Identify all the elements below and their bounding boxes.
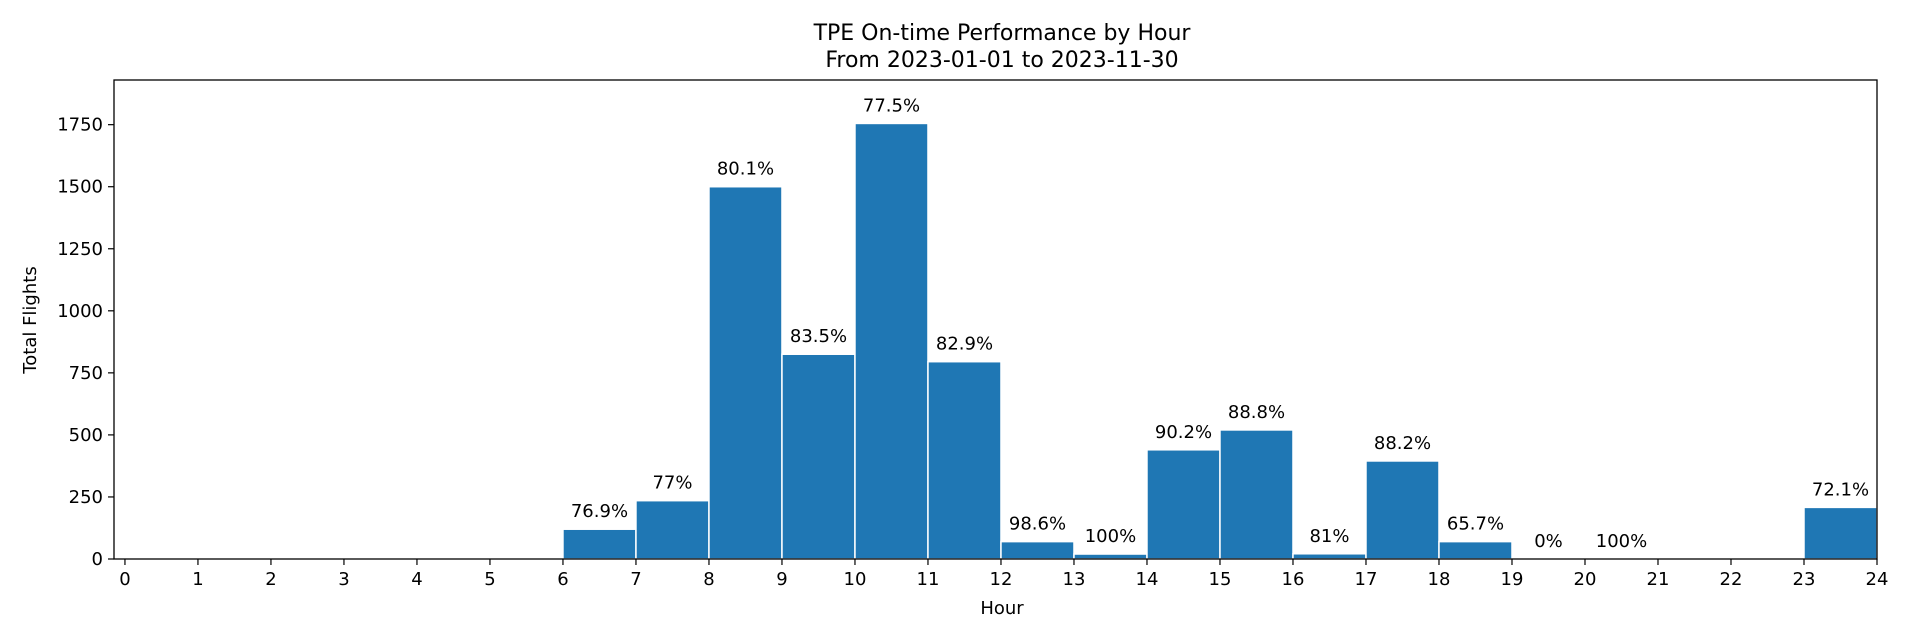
bar-labels-group: 76.9% 77% 80.1% 83.5% 77.5% 82.9% 98.6% 100% 90.… xyxy=(571,95,1869,552)
y-axis-label: Total Flights xyxy=(20,266,41,374)
x-tick-label-4: 4 xyxy=(411,569,422,590)
bar-label-hour-10: 77.5% xyxy=(863,95,920,116)
x-tick-label-19: 19 xyxy=(1501,569,1524,590)
bar-label-hour-19: 0% xyxy=(1534,531,1563,552)
x-tick-label-20: 20 xyxy=(1574,569,1597,590)
bar-hour-14 xyxy=(1146,449,1221,560)
bar-label-hour-11: 82.9% xyxy=(936,334,993,355)
bar-hour-10 xyxy=(854,122,929,560)
x-tick-label-6: 6 xyxy=(557,569,568,590)
bar-hour-9 xyxy=(781,353,856,560)
x-axis-label: Hour xyxy=(980,598,1024,619)
y-tick-label-1000: 1000 xyxy=(57,301,103,322)
bar-hour-7 xyxy=(635,499,710,560)
x-tick-label-11: 11 xyxy=(917,569,940,590)
bar-label-hour-7: 77% xyxy=(652,473,692,494)
plot-frame xyxy=(113,79,1878,560)
bar-label-hour-13: 100% xyxy=(1085,526,1136,547)
bar-hour-16 xyxy=(1292,553,1367,560)
bar-label-hour-16: 81% xyxy=(1309,526,1349,547)
x-tick-label-15: 15 xyxy=(1209,569,1232,590)
x-tick-label-21: 21 xyxy=(1647,569,1670,590)
y-tick-label-1500: 1500 xyxy=(57,177,103,198)
bar-hour-18 xyxy=(1438,540,1513,560)
bar-label-hour-14: 90.2% xyxy=(1155,422,1212,443)
chart-title: TPE On-time Performance by Hour xyxy=(813,21,1192,46)
x-tick-label-2: 2 xyxy=(265,569,276,590)
bar-label-hour-18: 65.7% xyxy=(1447,514,1504,535)
x-tick-label-7: 7 xyxy=(630,569,641,590)
bar-label-hour-15: 88.8% xyxy=(1228,402,1285,423)
bar-label-hour-23: 72.1% xyxy=(1812,479,1869,500)
x-tick-label-9: 9 xyxy=(776,569,787,590)
x-axis: 0 1 2 3 4 5 6 7 8 9 10 11 12 13 14 15 16 17 18 19 20 21 22 23 24 xyxy=(119,559,1888,590)
bar-label-hour-9: 83.5% xyxy=(790,326,847,347)
x-tick-label-16: 16 xyxy=(1282,569,1305,590)
y-tick-label-750: 750 xyxy=(69,363,103,384)
x-tick-label-5: 5 xyxy=(484,569,495,590)
bar-hour-6 xyxy=(562,528,637,560)
x-tick-label-0: 0 xyxy=(119,569,130,590)
bar-label-hour-8: 80.1% xyxy=(717,159,774,180)
x-tick-label-8: 8 xyxy=(703,569,714,590)
bar-label-hour-17: 88.2% xyxy=(1374,433,1431,454)
bar-label-hour-12: 98.6% xyxy=(1009,514,1066,535)
bar-hour-13 xyxy=(1073,553,1148,560)
bar-hour-12 xyxy=(1000,540,1075,560)
x-tick-label-3: 3 xyxy=(338,569,349,590)
x-tick-label-14: 14 xyxy=(1136,569,1159,590)
chart-subtitle: From 2023-01-01 to 2023-11-30 xyxy=(825,48,1178,73)
y-tick-label-0: 0 xyxy=(92,549,103,570)
x-tick-label-13: 13 xyxy=(1063,569,1086,590)
bar-hour-15 xyxy=(1219,429,1294,560)
y-tick-label-500: 500 xyxy=(69,425,103,446)
x-tick-label-24: 24 xyxy=(1866,569,1889,590)
bar-label-hour-20: 100% xyxy=(1596,531,1647,552)
bar-hour-11 xyxy=(927,360,1002,560)
bar-label-hour-6: 76.9% xyxy=(571,501,628,522)
x-tick-label-17: 17 xyxy=(1355,569,1378,590)
bar-hour-8 xyxy=(708,185,783,560)
bars-group xyxy=(562,122,1878,560)
x-tick-label-22: 22 xyxy=(1720,569,1743,590)
y-axis: 0 250 500 750 1000 1250 1500 1750 xyxy=(57,115,114,570)
bar-hour-23 xyxy=(1803,506,1878,560)
x-tick-label-10: 10 xyxy=(844,569,867,590)
y-tick-label-250: 250 xyxy=(69,487,103,508)
x-tick-label-1: 1 xyxy=(192,569,203,590)
x-tick-label-18: 18 xyxy=(1428,569,1451,590)
bar-hour-17 xyxy=(1365,460,1440,560)
x-tick-label-23: 23 xyxy=(1793,569,1816,590)
y-tick-label-1750: 1750 xyxy=(57,115,103,136)
x-tick-label-12: 12 xyxy=(990,569,1013,590)
y-tick-label-1250: 1250 xyxy=(57,239,103,260)
